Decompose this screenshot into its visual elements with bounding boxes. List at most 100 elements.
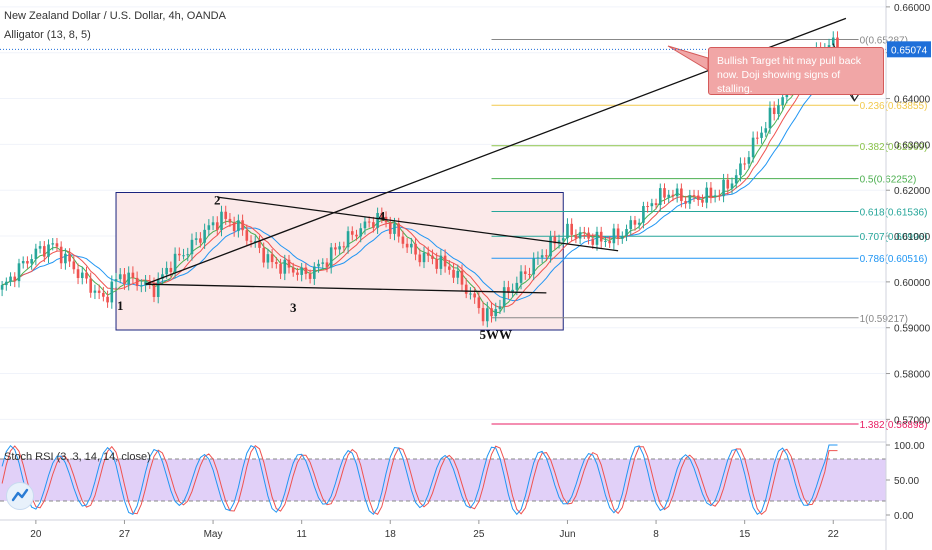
candle[interactable] bbox=[473, 293, 476, 298]
candle[interactable] bbox=[532, 258, 536, 275]
candle[interactable] bbox=[34, 248, 38, 260]
candle[interactable] bbox=[701, 199, 704, 203]
candle[interactable] bbox=[734, 175, 738, 184]
candle[interactable] bbox=[401, 236, 405, 244]
candle[interactable] bbox=[637, 222, 641, 225]
candle[interactable] bbox=[199, 238, 202, 243]
candle[interactable] bbox=[283, 259, 287, 274]
candle[interactable] bbox=[756, 137, 759, 139]
candle[interactable] bbox=[13, 276, 17, 282]
candle[interactable] bbox=[291, 267, 295, 273]
candle[interactable] bbox=[338, 246, 341, 250]
candle[interactable] bbox=[397, 223, 401, 237]
candle[interactable] bbox=[591, 238, 595, 245]
candle[interactable] bbox=[17, 263, 21, 282]
candle[interactable] bbox=[21, 261, 25, 264]
candle[interactable] bbox=[308, 273, 312, 279]
candle[interactable] bbox=[764, 128, 768, 133]
analysis-callout[interactable]: Bullish Target hit may pull back now. Do… bbox=[708, 47, 884, 95]
candle[interactable] bbox=[557, 240, 561, 244]
candle[interactable] bbox=[317, 263, 320, 267]
candle[interactable] bbox=[621, 235, 624, 239]
candle[interactable] bbox=[156, 278, 160, 297]
candle[interactable] bbox=[5, 281, 8, 286]
candle[interactable] bbox=[515, 282, 519, 290]
candle[interactable] bbox=[772, 107, 776, 115]
candle[interactable] bbox=[275, 262, 278, 264]
candle[interactable] bbox=[511, 289, 514, 293]
candle[interactable] bbox=[646, 206, 649, 208]
candle[interactable] bbox=[38, 246, 42, 249]
candle[interactable] bbox=[722, 179, 725, 197]
candle[interactable] bbox=[178, 253, 181, 256]
candle[interactable] bbox=[481, 308, 485, 322]
candle[interactable] bbox=[743, 163, 746, 165]
candle[interactable] bbox=[123, 274, 126, 284]
candle[interactable] bbox=[502, 287, 506, 307]
candle[interactable] bbox=[418, 254, 422, 263]
candle[interactable] bbox=[110, 281, 114, 303]
candle[interactable] bbox=[629, 220, 633, 230]
candle[interactable] bbox=[393, 223, 396, 234]
candle[interactable] bbox=[616, 228, 620, 239]
candle[interactable] bbox=[342, 246, 346, 248]
candle[interactable] bbox=[730, 183, 734, 189]
candle[interactable] bbox=[304, 267, 308, 274]
trend-line[interactable] bbox=[217, 196, 619, 252]
candle[interactable] bbox=[266, 254, 270, 263]
candle[interactable] bbox=[422, 252, 426, 263]
candle[interactable] bbox=[570, 223, 573, 235]
candle[interactable] bbox=[439, 255, 443, 269]
candle[interactable] bbox=[9, 276, 12, 282]
candle[interactable] bbox=[410, 243, 413, 248]
candle[interactable] bbox=[152, 283, 156, 297]
candle[interactable] bbox=[831, 37, 835, 46]
candle[interactable] bbox=[836, 37, 839, 50]
stoch-rsi-panel[interactable]: Stoch RSI (3, 3, 14, 14, close) bbox=[0, 441, 886, 516]
candle[interactable] bbox=[566, 223, 569, 239]
candle[interactable] bbox=[26, 261, 29, 264]
candle[interactable] bbox=[237, 220, 240, 232]
candle[interactable] bbox=[426, 252, 430, 256]
candle[interactable] bbox=[578, 232, 582, 239]
candle[interactable] bbox=[739, 163, 742, 176]
candle[interactable] bbox=[80, 272, 84, 279]
candle[interactable] bbox=[140, 285, 143, 287]
candle[interactable] bbox=[680, 188, 683, 202]
candle[interactable] bbox=[165, 267, 168, 275]
candle[interactable] bbox=[346, 231, 350, 248]
candle[interactable] bbox=[545, 255, 548, 257]
candle[interactable] bbox=[523, 271, 527, 274]
candle[interactable] bbox=[169, 267, 173, 273]
candle[interactable] bbox=[220, 211, 223, 230]
candle[interactable] bbox=[232, 222, 236, 232]
candle[interactable] bbox=[633, 220, 637, 225]
candle[interactable] bbox=[709, 187, 713, 197]
candle[interactable] bbox=[477, 297, 481, 309]
candle[interactable] bbox=[131, 272, 135, 278]
candle[interactable] bbox=[0, 285, 4, 290]
candle[interactable] bbox=[507, 287, 510, 293]
candle[interactable] bbox=[300, 267, 303, 275]
candle[interactable] bbox=[313, 266, 316, 279]
candle[interactable] bbox=[599, 231, 603, 242]
candle[interactable] bbox=[747, 157, 751, 164]
candle[interactable] bbox=[388, 222, 392, 234]
candle[interactable] bbox=[540, 255, 544, 258]
candle[interactable] bbox=[64, 253, 67, 264]
candle[interactable] bbox=[47, 244, 50, 257]
candle[interactable] bbox=[42, 246, 46, 257]
candle[interactable] bbox=[726, 179, 730, 189]
candle[interactable] bbox=[173, 253, 177, 273]
candle[interactable] bbox=[355, 234, 358, 237]
candle[interactable] bbox=[106, 296, 109, 303]
candle[interactable] bbox=[405, 243, 409, 248]
candle[interactable] bbox=[72, 261, 76, 270]
candle[interactable] bbox=[658, 188, 662, 206]
candle[interactable] bbox=[654, 203, 658, 206]
candle[interactable] bbox=[498, 306, 502, 310]
candle[interactable] bbox=[114, 279, 118, 282]
candle[interactable] bbox=[68, 253, 71, 262]
candle[interactable] bbox=[777, 105, 780, 115]
candle[interactable] bbox=[118, 274, 122, 280]
